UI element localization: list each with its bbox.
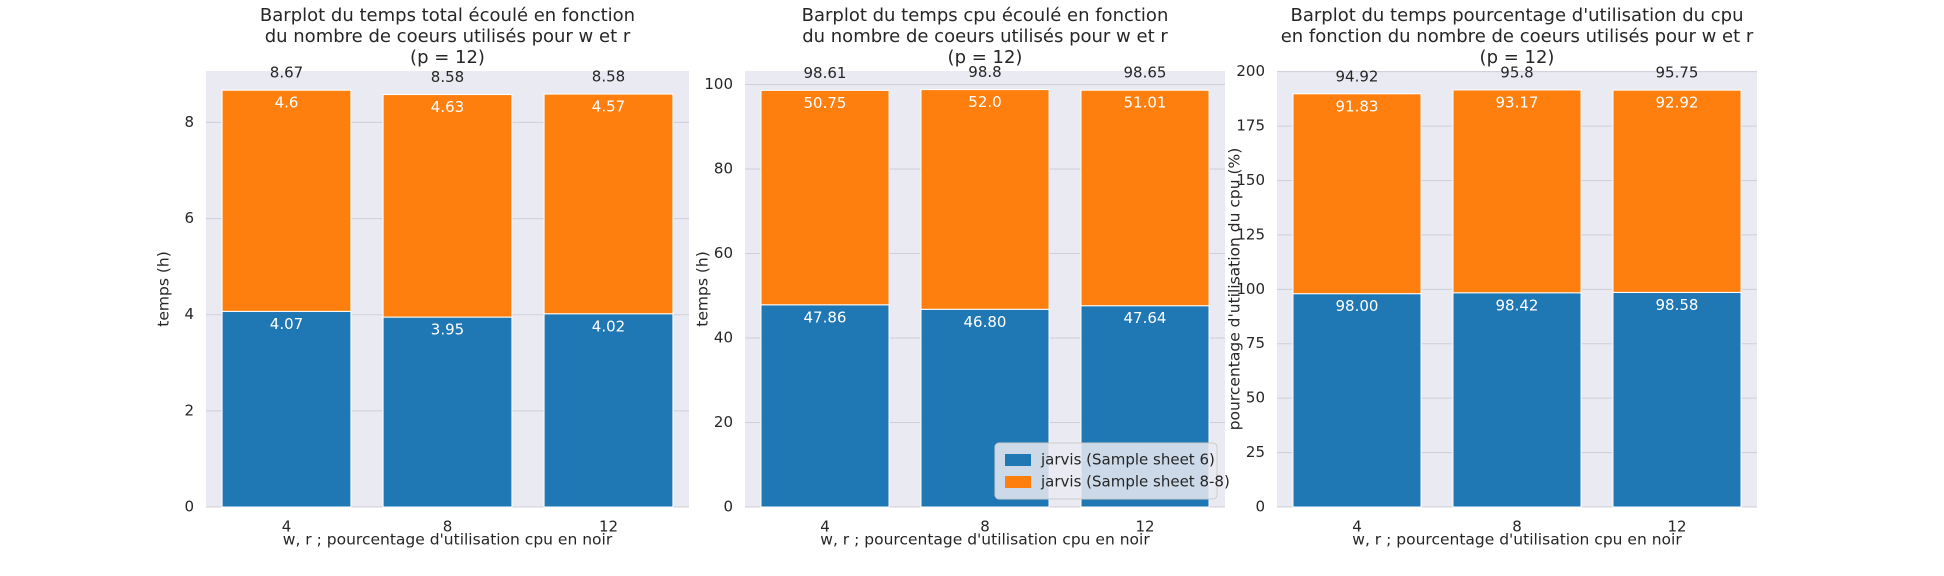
x-tick-label: 12: [1667, 518, 1686, 536]
y-tick-label: 200: [1236, 62, 1265, 80]
y-tick-label: 0: [723, 498, 733, 516]
bar-segment: [1612, 291, 1742, 508]
x-axis-label: w, r ; pourcentage d'utilisation cpu en …: [1352, 531, 1682, 549]
data-label: 92.92: [1656, 94, 1699, 112]
bar-segment: [382, 316, 513, 508]
data-label: 46.80: [964, 313, 1007, 331]
chart-title: (p = 12): [948, 47, 1023, 68]
y-tick-label: 2: [184, 401, 194, 419]
bar-segment: [760, 89, 890, 306]
total-label: 94.92: [1336, 67, 1379, 85]
y-tick-label: 60: [714, 244, 733, 262]
chart-title: en fonction du nombre de coeurs utilisés…: [1281, 26, 1754, 47]
bar-segment: [1080, 89, 1210, 307]
x-tick-label: 4: [820, 518, 830, 536]
y-tick-label: 20: [714, 413, 733, 431]
data-label: 4.02: [592, 317, 625, 335]
chart-title: (p = 12): [1480, 47, 1555, 68]
y-tick-label: 150: [1236, 171, 1265, 189]
y-axis-label: temps (h): [694, 251, 712, 326]
data-label: 98.42: [1496, 296, 1539, 314]
y-tick-label: 100: [704, 75, 733, 93]
total-label: 95.8: [1500, 63, 1533, 81]
x-tick-label: 8: [980, 518, 990, 536]
x-axis-label: w, r ; pourcentage d'utilisation cpu en …: [820, 531, 1150, 549]
bar-segment: [1292, 293, 1422, 508]
y-tick-label: 75: [1246, 334, 1265, 352]
y-tick-label: 0: [1255, 498, 1265, 516]
data-label: 51.01: [1124, 94, 1167, 112]
y-tick-label: 80: [714, 160, 733, 178]
data-label: 4.63: [431, 98, 464, 116]
chart-title: (p = 12): [410, 47, 485, 68]
x-tick-label: 8: [1512, 518, 1522, 536]
total-label: 8.58: [431, 68, 464, 86]
y-axis-label: pourcentage d'utilisation du cpu (%): [1226, 148, 1244, 431]
y-tick-label: 175: [1236, 117, 1265, 135]
legend-swatch: [1005, 476, 1031, 488]
bar-segment: [543, 313, 674, 508]
y-tick-label: 0: [184, 498, 194, 516]
legend: jarvis (Sample sheet 6) jarvis (Sample sh…: [994, 442, 1230, 500]
y-tick-label: 6: [184, 209, 194, 227]
bar-segment: [543, 93, 674, 315]
legend-label: jarvis (Sample sheet 8-8): [1040, 473, 1230, 491]
bar-segment: [920, 89, 1050, 310]
y-tick-label: 4: [184, 305, 194, 323]
x-tick-label: 4: [1352, 518, 1362, 536]
x-tick-label: 12: [1135, 518, 1154, 536]
data-label: 93.17: [1496, 93, 1539, 111]
data-label: 47.64: [1124, 309, 1167, 327]
bar-segment: [221, 310, 352, 508]
subplot: 0 20 40 60 80 100 Barplot du temps cpu écoulé …: [694, 5, 1230, 549]
total-label: 98.8: [968, 63, 1001, 81]
bar-segment: [1452, 292, 1582, 508]
legend-label: jarvis (Sample sheet 6): [1040, 451, 1215, 469]
total-label: 98.61: [804, 64, 847, 82]
x-tick-label: 8: [443, 518, 453, 536]
legend-swatch: [1005, 454, 1031, 466]
y-tick-label: 40: [714, 329, 733, 347]
bar-segment: [1452, 89, 1582, 294]
total-label: 8.67: [270, 64, 303, 82]
total-label: 8.58: [592, 68, 625, 86]
chart-title: du nombre de coeurs utilisés pour w et r: [802, 26, 1168, 47]
y-axis-label: temps (h): [155, 251, 173, 326]
x-axis-label: w, r ; pourcentage d'utilisation cpu en …: [283, 531, 613, 549]
bar-segment: [760, 304, 890, 508]
subplot: 0 2 4 6 8 Barplot du temps total écoulé en fo…: [155, 5, 689, 549]
subplot: 0 25 50 75 100 125 150 175 200 Barplot du temps p…: [1226, 5, 1757, 549]
data-label: 50.75: [804, 94, 847, 112]
y-tick-label: 8: [184, 113, 194, 131]
data-label: 3.95: [431, 321, 464, 339]
data-label: 52.0: [968, 93, 1001, 111]
y-tick-label: 100: [1236, 280, 1265, 298]
data-label: 98.58: [1656, 296, 1699, 314]
total-label: 98.65: [1124, 64, 1167, 82]
chart-title: Barplot du temps total écoulé en fonctio…: [260, 5, 635, 26]
bar-segment: [1612, 89, 1742, 293]
y-tick-label: 25: [1246, 443, 1265, 461]
y-tick-label: 50: [1246, 389, 1265, 407]
chart-title: Barplot du temps cpu écoulé en fonction: [802, 5, 1169, 26]
data-label: 4.57: [592, 98, 625, 116]
chart-title: Barplot du temps pourcentage d'utilisati…: [1290, 5, 1743, 26]
total-label: 95.75: [1656, 64, 1699, 82]
bar-segment: [382, 94, 513, 318]
bar-segment: [1292, 93, 1422, 295]
y-tick-label: 125: [1236, 225, 1265, 243]
data-label: 98.00: [1336, 297, 1379, 315]
data-label: 91.83: [1336, 97, 1379, 115]
legend-box: [994, 442, 1218, 500]
data-label: 4.6: [275, 94, 299, 112]
data-label: 4.07: [270, 315, 303, 333]
bar-segment: [221, 89, 352, 312]
data-label: 47.86: [804, 308, 847, 326]
x-tick-label: 12: [599, 518, 618, 536]
x-tick-label: 4: [282, 518, 292, 536]
chart-title: du nombre de coeurs utilisés pour w et r: [265, 26, 631, 47]
